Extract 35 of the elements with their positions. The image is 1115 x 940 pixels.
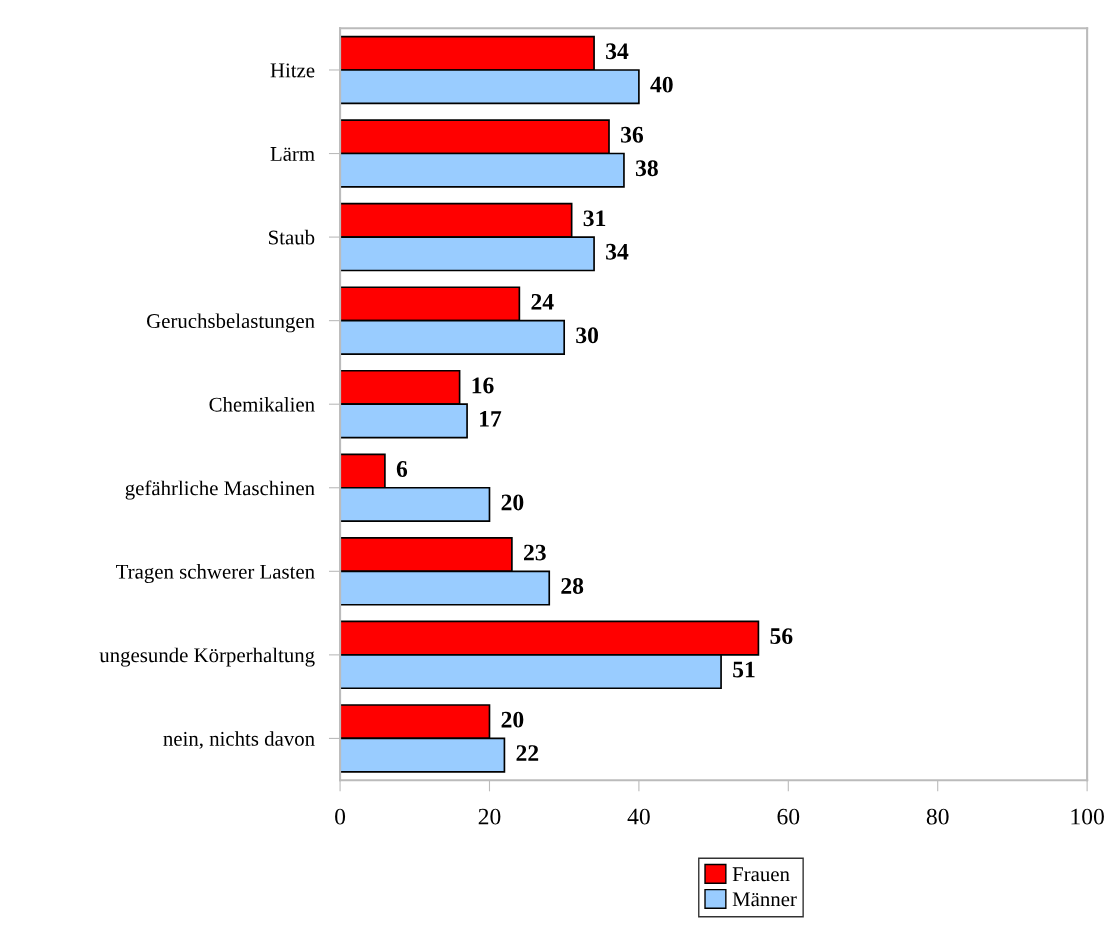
- data-label: 22: [516, 745, 539, 761]
- data-label: 16: [472, 377, 494, 394]
- y-tick-label: Geruchsbelastungen: [147, 313, 315, 333]
- data-label: 6: [396, 461, 408, 477]
- data-label: 17: [480, 411, 502, 427]
- y-tick-label: Lärm: [270, 147, 315, 161]
- x-tick-label: 80: [926, 808, 949, 825]
- data-label: 28: [561, 578, 584, 594]
- legend-label: Männer: [732, 892, 797, 907]
- data-label: 30: [576, 327, 599, 344]
- data-label: 23: [524, 544, 546, 561]
- y-tick-label: Staub: [269, 229, 315, 245]
- data-label: 20: [501, 494, 524, 511]
- y-tick-label: gefährliche Maschinen: [125, 480, 315, 500]
- data-label: 36: [621, 126, 644, 143]
- data-label: 51: [733, 661, 755, 678]
- data-label: 20: [501, 711, 524, 728]
- data-label: 34: [606, 243, 629, 260]
- data-label: 34: [606, 43, 629, 60]
- y-tick-label: Chemikalien: [209, 396, 315, 412]
- data-label: 38: [635, 160, 658, 177]
- data-label: 24: [531, 293, 554, 310]
- x-tick-label: 40: [627, 808, 650, 825]
- legend-label: Frauen: [732, 867, 790, 882]
- data-label: 56: [770, 628, 793, 645]
- y-tick-label: nein, nichts davon: [163, 731, 315, 749]
- y-tick-label: Hitze: [270, 63, 315, 78]
- x-tick-label: 60: [777, 808, 800, 825]
- x-tick-label: 20: [478, 808, 501, 825]
- data-label: 31: [583, 210, 606, 227]
- y-tick-label: ungesunde Körperhaltung: [99, 647, 315, 667]
- x-tick-label: 0: [335, 808, 346, 825]
- data-label: 40: [650, 76, 673, 93]
- x-tick-label: 100: [1071, 808, 1104, 825]
- y-tick-label: Tragen schwerer Lasten: [116, 564, 315, 584]
